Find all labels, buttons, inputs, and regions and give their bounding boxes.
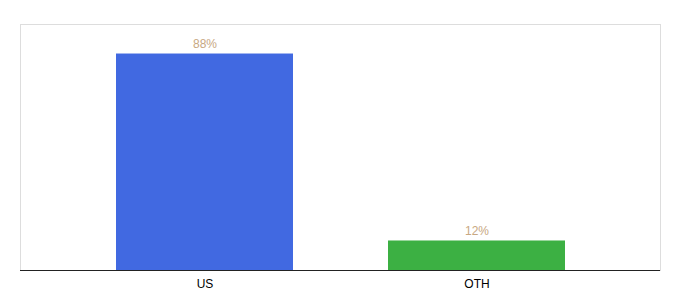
svg-text:88%: 88%	[193, 37, 217, 51]
svg-text:12%: 12%	[465, 224, 489, 238]
svg-text:US: US	[197, 277, 214, 291]
svg-text:OTH: OTH	[464, 277, 489, 291]
